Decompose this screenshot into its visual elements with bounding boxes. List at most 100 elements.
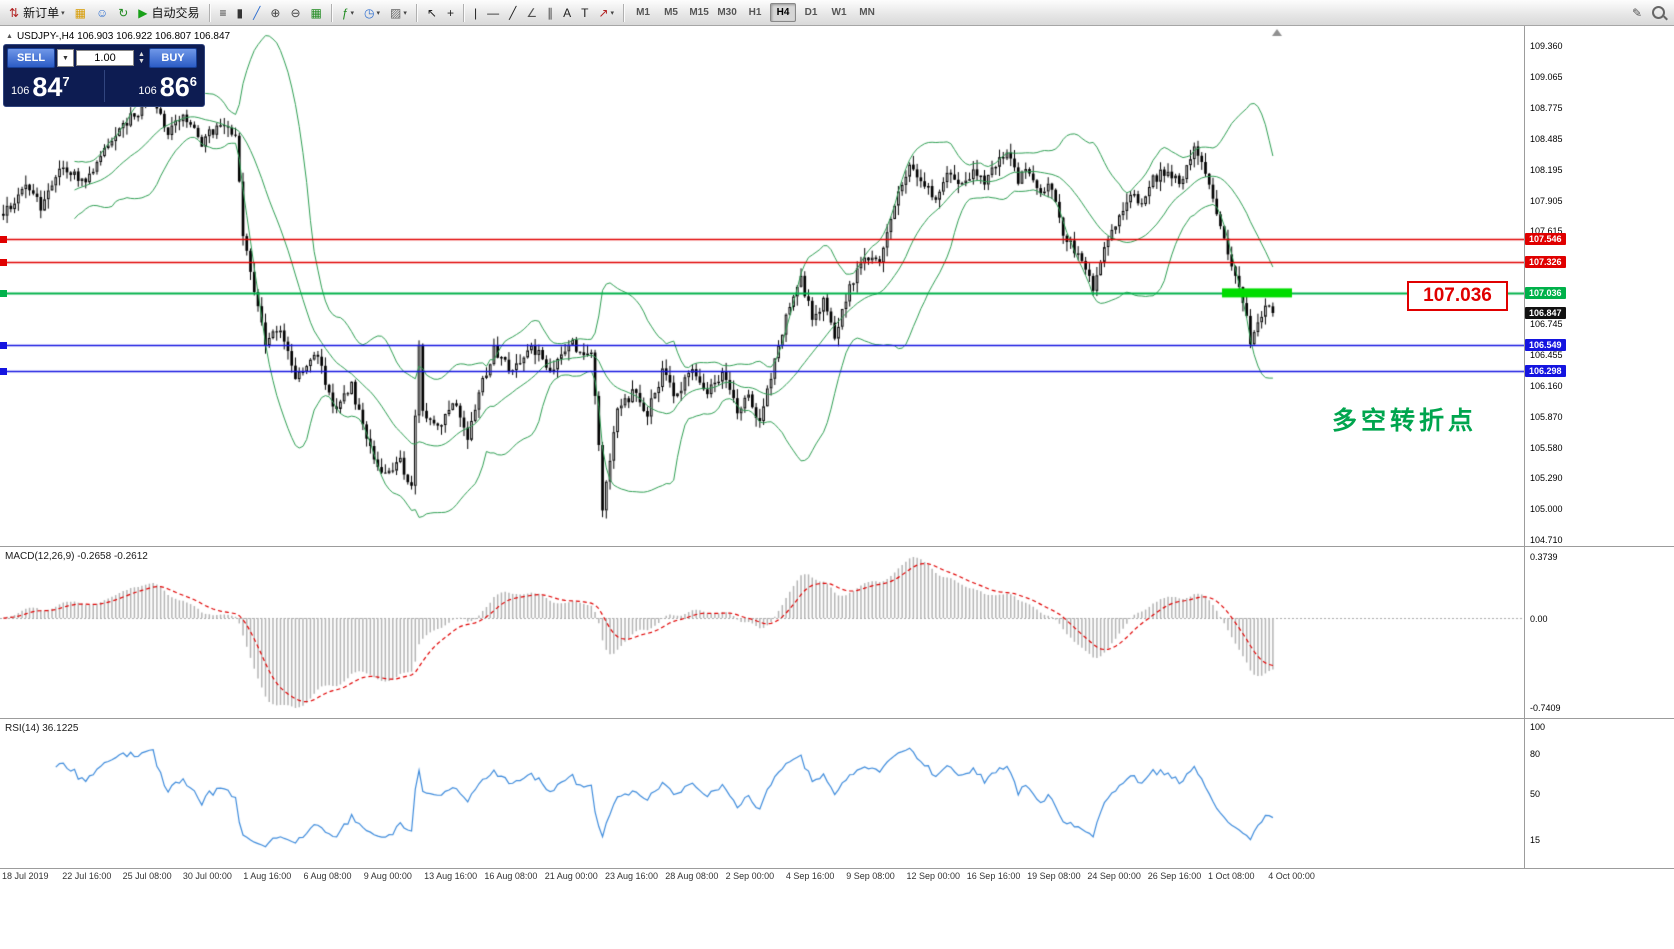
zoom-in-icon-glyph: ⊕ bbox=[270, 5, 281, 20]
toolbar-separator bbox=[330, 3, 333, 22]
vertical-line-icon-glyph: | bbox=[473, 5, 478, 20]
order-type-dropdown[interactable]: ▼ bbox=[57, 49, 74, 67]
candlestick-chart-icon[interactable]: ▮ bbox=[232, 2, 249, 24]
buy-price-pip: 6 bbox=[189, 74, 197, 89]
candlestick-chart-icon-glyph: ▮ bbox=[236, 5, 244, 20]
new-order-button[interactable]: ⇅ 新订单 ▾ bbox=[4, 2, 70, 24]
arrows-icon[interactable]: ↗ ▾ bbox=[593, 2, 619, 24]
panel-splitter-macd[interactable] bbox=[0, 546, 1674, 547]
buy-button[interactable]: BUY bbox=[149, 48, 197, 68]
price-badge: 107.326 bbox=[1525, 256, 1566, 269]
price-badge: 107.546 bbox=[1525, 232, 1566, 245]
trendline-icon[interactable]: ╱ bbox=[504, 2, 521, 24]
tile-windows-icon[interactable]: ▦ bbox=[306, 2, 327, 24]
dropdown-caret-icon: ▾ bbox=[350, 9, 355, 17]
time-axis-label: 28 Aug 08:00 bbox=[665, 871, 719, 881]
zoom-out-icon-glyph: ⊖ bbox=[290, 5, 301, 20]
text-icon[interactable]: A bbox=[558, 2, 576, 24]
price-scale-label: 109.065 bbox=[1530, 72, 1563, 83]
arrows-icon-glyph: ↗ bbox=[598, 5, 609, 20]
bar-chart-icon[interactable]: ≡ bbox=[215, 2, 232, 24]
collapse-arrow-icon[interactable]: ▲ bbox=[6, 33, 13, 40]
timeframe-h4[interactable]: H4 bbox=[770, 3, 797, 22]
timeframe-m1[interactable]: M1 bbox=[636, 7, 650, 18]
templates-icon[interactable]: ▨ ▾ bbox=[385, 2, 412, 24]
timeframe-m30[interactable]: M30 bbox=[717, 7, 737, 18]
dropdown-caret-icon: ▾ bbox=[61, 9, 65, 17]
price-level-callout[interactable]: 107.036 bbox=[1407, 281, 1508, 311]
fibonacci-icon-glyph: ∠ bbox=[526, 5, 538, 20]
timeframe-mn[interactable]: MN bbox=[859, 7, 875, 18]
line-anchor-marker[interactable] bbox=[0, 259, 7, 267]
pencil-icon[interactable]: ✎ bbox=[1627, 2, 1647, 24]
time-axis-label: 13 Aug 16:00 bbox=[424, 871, 478, 881]
line-anchor-marker[interactable] bbox=[0, 289, 7, 297]
price-scale-label: 108.775 bbox=[1530, 103, 1563, 114]
autotrading-icon: ▶ bbox=[138, 5, 148, 20]
time-axis-label: 9 Aug 00:00 bbox=[363, 871, 412, 881]
timeframe-m5[interactable]: M5 bbox=[664, 7, 678, 18]
buy-price-prefix: 106 bbox=[138, 85, 157, 97]
zoom-out-icon[interactable]: ⊖ bbox=[285, 2, 305, 24]
text-icon-glyph: A bbox=[563, 5, 572, 20]
dropdown-caret-icon: ▾ bbox=[610, 9, 615, 17]
market-watch-icon[interactable]: ☺ bbox=[91, 2, 113, 24]
price-scale-label: 107.615 bbox=[1530, 226, 1563, 237]
macd-panel-canvas[interactable] bbox=[0, 547, 1524, 718]
timeframe-m15[interactable]: M15 bbox=[689, 7, 709, 18]
sell-price-big: 84 bbox=[32, 72, 63, 102]
chart-window-icon[interactable]: ▦ bbox=[70, 2, 91, 24]
horizontal-line-icon[interactable]: — bbox=[482, 2, 504, 24]
market-watch-icon-glyph: ☺ bbox=[95, 5, 109, 20]
time-axis-label: 30 Jul 00:00 bbox=[182, 871, 232, 881]
fibonacci-icon[interactable]: ∠ bbox=[521, 2, 542, 24]
autotrading-button-label: 自动交易 bbox=[151, 6, 200, 20]
time-axis-label: 16 Aug 08:00 bbox=[484, 871, 538, 881]
magnifier-icon[interactable] bbox=[1647, 2, 1670, 24]
time-axis-label: 19 Sep 08:00 bbox=[1027, 871, 1081, 881]
text-label-icon[interactable]: T bbox=[576, 2, 593, 24]
time-axis-label: 12 Sep 00:00 bbox=[906, 871, 961, 881]
timeframe-d1[interactable]: D1 bbox=[804, 7, 818, 18]
trade-controls-row: SELL ▼ ▲▼ BUY bbox=[7, 48, 201, 68]
zoom-in-icon[interactable]: ⊕ bbox=[265, 2, 285, 24]
volume-input[interactable] bbox=[76, 50, 134, 66]
channel-icon[interactable]: ∥ bbox=[542, 2, 558, 24]
timeframe-h1[interactable]: H1 bbox=[748, 7, 762, 18]
line-chart-icon[interactable]: ╱ bbox=[248, 2, 265, 24]
price-scale-label: 105.000 bbox=[1530, 504, 1563, 515]
rsi-panel-canvas[interactable] bbox=[0, 719, 1524, 868]
crosshair-icon[interactable]: + bbox=[442, 2, 459, 24]
panel-splitter-rsi[interactable] bbox=[0, 718, 1674, 719]
indicators-icon[interactable]: ƒ ▾ bbox=[337, 2, 359, 24]
price-divider bbox=[103, 70, 105, 102]
refresh-icon[interactable]: ↻ bbox=[113, 2, 133, 24]
time-axis-label: 25 Jul 08:00 bbox=[122, 871, 172, 881]
macd-scale-label: 0.00 bbox=[1530, 613, 1548, 624]
one-click-trading-panel: SELL ▼ ▲▼ BUY 106 84 7 106 86 6 bbox=[3, 44, 205, 107]
line-anchor-marker[interactable] bbox=[0, 368, 7, 376]
autotrading-button[interactable]: ▶ 自动交易 bbox=[133, 2, 204, 24]
time-axis-label: 6 Aug 08:00 bbox=[303, 871, 352, 881]
cursor-icon[interactable]: ↖ bbox=[422, 2, 442, 24]
time-axis-label: 16 Sep 16:00 bbox=[966, 871, 1021, 881]
chevron-down-icon: ▼ bbox=[62, 54, 69, 62]
timeframe-w1[interactable]: W1 bbox=[831, 7, 847, 18]
sell-button[interactable]: SELL bbox=[7, 48, 55, 68]
price-scale-divider bbox=[1524, 26, 1525, 868]
new-order-button-label: 新订单 bbox=[23, 6, 60, 20]
text-label-icon-glyph: T bbox=[581, 5, 589, 20]
vertical-line-icon[interactable]: | bbox=[469, 2, 482, 24]
price-badge: 106.549 bbox=[1525, 338, 1566, 351]
new-order-icon: ⇅ bbox=[9, 5, 20, 20]
trendline-icon-glyph: ╱ bbox=[509, 5, 517, 20]
line-anchor-marker[interactable] bbox=[0, 341, 7, 349]
line-anchor-marker[interactable] bbox=[0, 235, 7, 243]
time-axis-label: 23 Aug 16:00 bbox=[605, 871, 659, 881]
toolbar-left-group: ⇅ 新订单 ▾ ▦ ☺ ↻ ▶ 自动交易 ≡ ▮ ╱ ⊕ ⊖ ▦ ƒ ▾ ◷ ▾ ▨ ▾ ↖ + | — ╱ ∠ ∥ A T ↗ ▾ M1 M5… bbox=[4, 2, 881, 24]
volume-stepper[interactable]: ▲ ▼ bbox=[136, 51, 147, 65]
price-chart-canvas[interactable] bbox=[0, 26, 1524, 546]
periods-icon-glyph: ◷ bbox=[364, 5, 375, 20]
periods-icon[interactable]: ◷ ▾ bbox=[359, 2, 385, 24]
